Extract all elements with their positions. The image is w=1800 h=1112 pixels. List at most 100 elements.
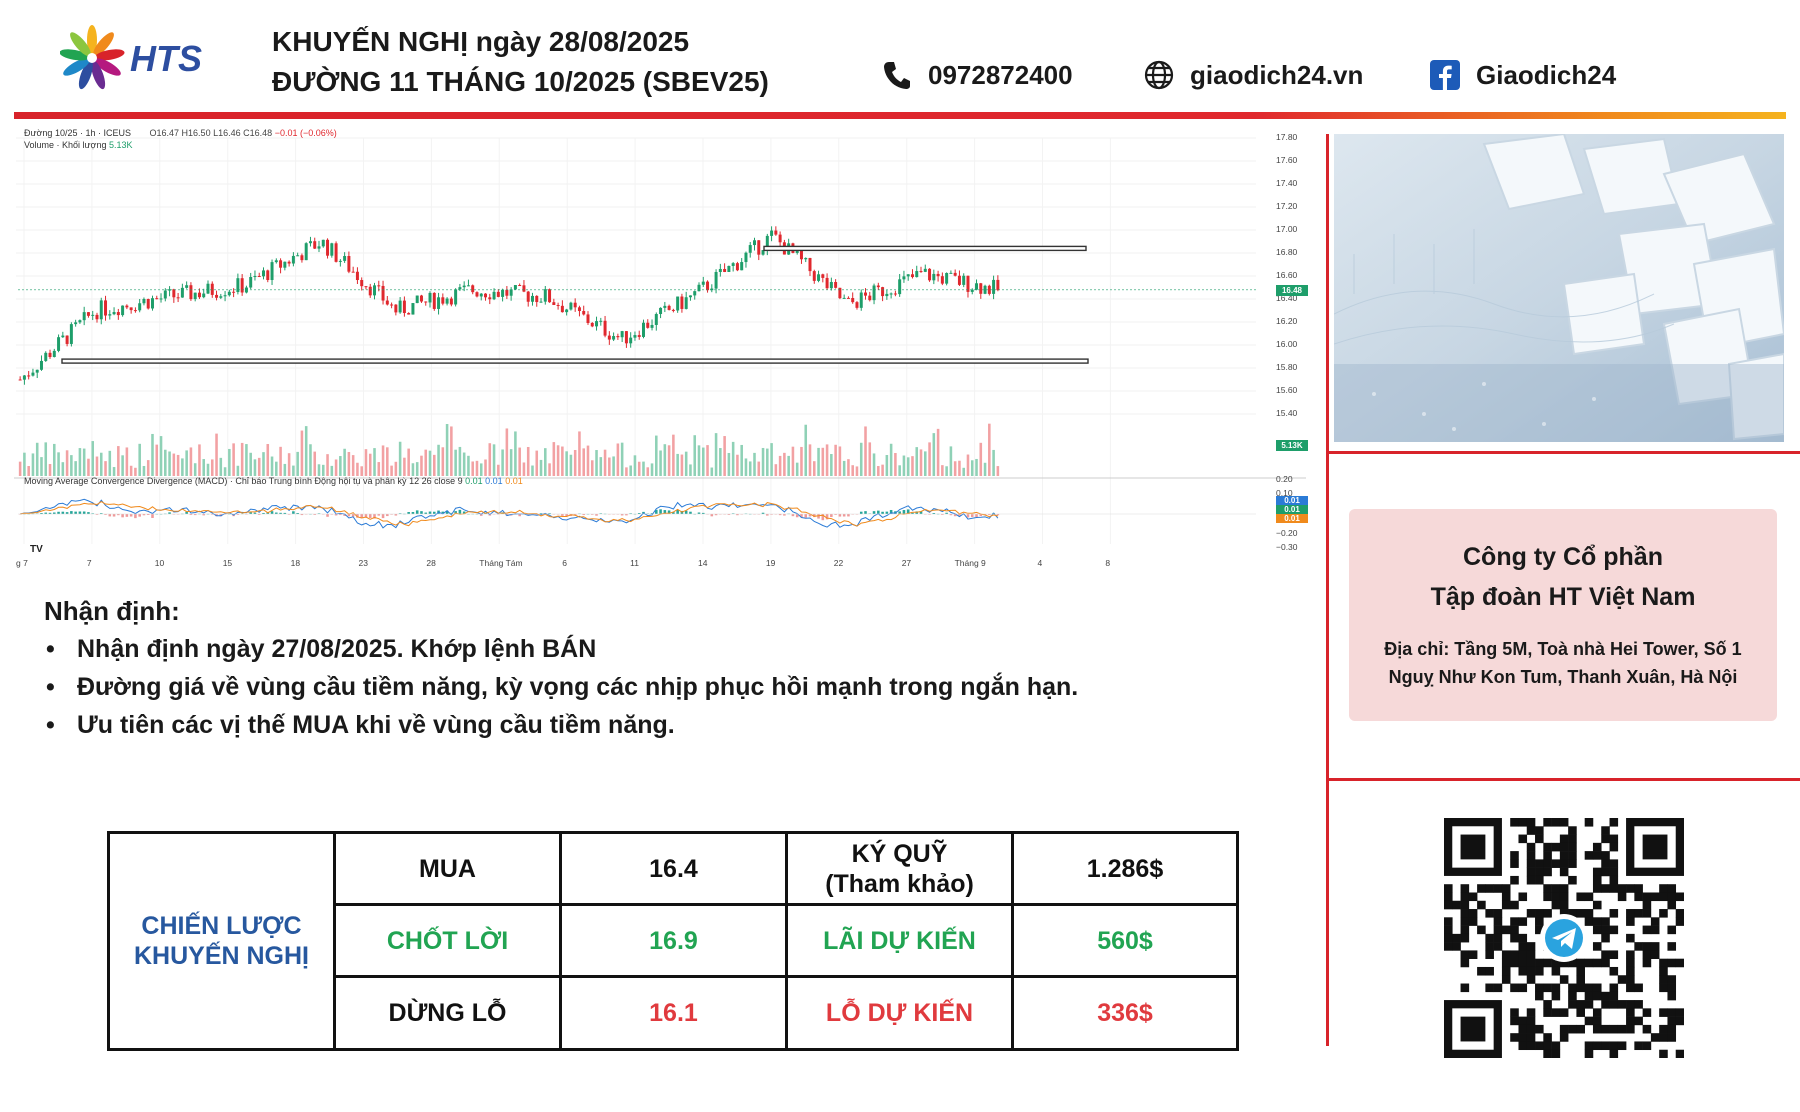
macd-histogram-bar [249, 512, 252, 514]
facebook-link[interactable]: Giaodich24 [1476, 59, 1617, 90]
volume-bar [398, 441, 402, 476]
macd-tick-label: 0.10 [1276, 487, 1293, 498]
website-contact[interactable]: giaodich24.vn [1142, 58, 1363, 92]
macd-histogram-bar [505, 514, 509, 516]
candle-body [57, 337, 61, 351]
volume-bar [168, 451, 171, 476]
website-link[interactable]: giaodich24.vn [1190, 59, 1364, 90]
volume-bar [842, 460, 846, 476]
candle-body [962, 275, 966, 285]
qr-module [1559, 1033, 1569, 1042]
volume-bar [95, 456, 99, 476]
volume-bar [825, 444, 829, 476]
qr-module [1559, 842, 1569, 852]
macd-histogram-bar [95, 514, 99, 515]
column-divider [1326, 134, 1329, 1046]
candle-body [881, 287, 885, 297]
hts-logo[interactable]: HTS [60, 22, 210, 92]
qr-module [1601, 950, 1610, 959]
candle-body [582, 311, 586, 315]
qr-module [1551, 818, 1561, 827]
volume-bar [539, 459, 543, 476]
candle-body [906, 274, 910, 277]
macd-histogram-bar [283, 512, 287, 514]
candle-body [543, 289, 547, 302]
qr-module [1626, 958, 1635, 968]
qr-module [1543, 983, 1552, 993]
qr-module [1675, 1049, 1685, 1059]
volume-bar [428, 450, 432, 476]
volume-bar [851, 465, 854, 476]
volume-bar [228, 448, 231, 476]
volume-bar [394, 461, 398, 476]
volume-bar [181, 458, 184, 476]
candle-body [373, 285, 377, 296]
macd-histogram-bar [535, 514, 539, 515]
qr-module [1584, 1041, 1594, 1051]
facebook-contact[interactable]: Giaodich24 [1428, 58, 1616, 92]
qr-module [1634, 1000, 1643, 1009]
volume-bar [655, 435, 658, 476]
macd-histogram-bar [454, 511, 457, 514]
qr-module [1609, 1041, 1619, 1051]
telegram-qr-code[interactable] [1444, 818, 1685, 1059]
time-tick-label: Tháng 9 [954, 558, 986, 568]
qr-module [1452, 933, 1461, 943]
volume-bar [791, 446, 795, 476]
candle-body [82, 312, 86, 321]
qr-module [1659, 1008, 1668, 1017]
volume-bar [210, 459, 214, 476]
candle-body [22, 375, 26, 380]
candle-body [599, 320, 603, 322]
candle-body [133, 310, 137, 312]
volume-bar [719, 448, 722, 476]
candle-body [795, 250, 799, 253]
qr-module [1526, 909, 1536, 918]
qr-module [1675, 917, 1685, 926]
candle-body [65, 335, 69, 344]
candle-body [415, 295, 419, 304]
candle-body [454, 289, 458, 305]
volume-bar [855, 466, 859, 476]
phone-contact[interactable]: 0972872400 [880, 58, 1073, 92]
macd-histogram-bar [407, 512, 410, 514]
candle-body [838, 287, 842, 299]
candle-body [940, 276, 944, 284]
qr-module [1659, 1033, 1668, 1042]
volume-bar [740, 444, 743, 476]
candle-body [35, 369, 39, 373]
qr-module [1667, 958, 1677, 968]
qr-module [1634, 884, 1643, 893]
candle-body [210, 283, 214, 295]
volume-bar [633, 455, 637, 476]
volume-bar [830, 454, 833, 476]
macd-histogram-bar [262, 512, 265, 514]
volume-bar [902, 455, 906, 476]
qr-module [1568, 851, 1577, 860]
qr-module [1609, 966, 1619, 976]
volume-bar [112, 467, 116, 476]
candle-body [505, 289, 509, 296]
volume-bar [232, 443, 235, 476]
candle-body [466, 285, 470, 287]
macd-histogram-bar [53, 512, 56, 514]
volume-bar [151, 433, 154, 476]
macd-histogram-bar [727, 514, 731, 515]
qr-module [1559, 851, 1569, 860]
volume-bar [377, 462, 381, 476]
candle-body [825, 277, 829, 289]
candle-body [513, 285, 517, 290]
candle-body [99, 300, 103, 320]
qr-module [1460, 950, 1470, 959]
macd-histogram-bar [966, 514, 970, 518]
qr-module [1477, 966, 1486, 976]
volume-bar [924, 451, 927, 476]
volume-legend: Volume · Khối lượng 5.13K [24, 140, 133, 150]
price-chart[interactable]: TV Đường 10/25 · 1h · ICEUS O16.47 H16.5… [14, 124, 1314, 570]
volume-bar [283, 463, 287, 476]
volume-bar [437, 444, 440, 476]
qr-module [1642, 909, 1652, 918]
candle-body [654, 314, 658, 325]
candle-body [279, 260, 283, 268]
qr-module [1576, 1024, 1585, 1034]
